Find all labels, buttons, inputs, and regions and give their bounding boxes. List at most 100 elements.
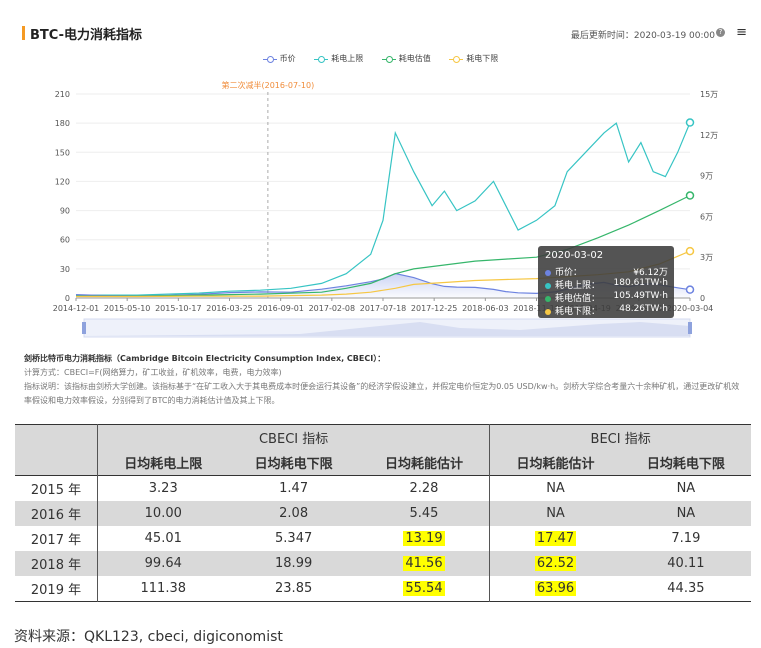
table-cell: 44.35 — [667, 581, 705, 596]
table-row: 2016 年 10.00 2.08 5.45 NA NA — [15, 501, 751, 526]
tooltip-row-price: 币价： ¥6.12万 — [545, 265, 668, 278]
table-header-row: 日均耗电上限 日均耗电下限 日均耗能估计 日均耗能估计 日均耗电下限 — [15, 450, 751, 476]
table-cell-highlighted: 63.96 — [534, 581, 577, 596]
y-left-tick-label: 210 — [55, 90, 70, 99]
table-cell: 99.64 — [144, 556, 182, 571]
menu-icon[interactable]: ≡ — [736, 25, 747, 40]
legend-marker-icon — [314, 55, 329, 63]
dot-icon — [545, 282, 551, 289]
table-row: 2017 年 45.01 5.347 13.19 17.47 7.19 — [15, 526, 751, 551]
table-cell: 18.99 — [275, 556, 313, 571]
series-line — [76, 194, 691, 297]
table-cell: NA — [676, 481, 696, 496]
title-accent — [22, 26, 25, 40]
tooltip-row-upper: 耗电上限： 180.61TW·h — [545, 278, 668, 291]
halving-annotation: 第二次减半(2016-07-10) — [222, 80, 315, 90]
x-tick-label: 2016-09-01 — [257, 304, 304, 313]
legend-marker-icon — [381, 55, 396, 63]
tooltip-date: 2020-03-02 — [545, 250, 604, 261]
table-cell: NA — [676, 506, 696, 521]
y-right-tick-label: 12万 — [700, 131, 718, 140]
data-table: CBECI 指标 BECI 指标 日均耗电上限 日均耗电下限 日均耗能估计 日均… — [15, 424, 751, 602]
row-year: 2019 年 — [15, 576, 98, 602]
group-cbeci: CBECI 指标 — [97, 424, 491, 450]
x-tick-label: 2017-12-25 — [411, 304, 458, 313]
table-cell-highlighted: 41.56 — [403, 556, 445, 571]
table-cell: 2.28 — [358, 475, 491, 501]
x-tick-label: 2015-10-17 — [155, 304, 202, 313]
x-tick-label: 2014-12-01 — [53, 304, 100, 313]
table-cell: 3.23 — [148, 481, 178, 496]
dot-icon — [545, 308, 551, 315]
notes: 剑桥比特币电力消耗指标（Cambridge Bitcoin Electricit… — [24, 352, 744, 408]
y-left-tick-label: 150 — [55, 148, 70, 157]
x-tick-label: 2015-05-10 — [104, 304, 151, 313]
zoom-handle-left[interactable] — [82, 322, 86, 334]
y-right-tick-label: 9万 — [700, 172, 713, 181]
y-left-tick-label: 90 — [60, 207, 70, 216]
x-tick-label: 2017-07-18 — [360, 304, 407, 313]
table-cell: 2.08 — [279, 506, 309, 521]
x-tick-label: 2016-03-25 — [206, 304, 253, 313]
y-right-tick-label: 3万 — [700, 253, 713, 262]
table-row: 2015 年 3.23 1.47 2.28 NA NA — [15, 475, 751, 501]
dot-icon — [545, 269, 551, 276]
row-year: 2017 年 — [15, 526, 98, 551]
y-right-tick-label: 15万 — [700, 90, 718, 99]
table-cell: NA — [546, 506, 565, 521]
legend-marker-icon — [262, 55, 277, 63]
column-header: 日均耗电下限 — [254, 457, 333, 472]
y-right-tick-label: 0 — [700, 294, 705, 303]
row-year: 2018 年 — [15, 551, 98, 576]
y-left-tick-label: 120 — [55, 177, 70, 186]
series-end-point — [685, 285, 695, 294]
y-left-tick-label: 30 — [60, 265, 70, 274]
y-right-tick-label: 6万 — [700, 212, 713, 221]
table-cell-highlighted: 13.19 — [403, 531, 445, 546]
x-tick-label: 2020-03-04 — [667, 304, 714, 313]
x-tick-label: 2018-06-03 — [462, 304, 509, 313]
notes-title: 剑桥比特币电力消耗指标（Cambridge Bitcoin Electricit… — [24, 354, 386, 363]
column-header: 日均耗电下限 — [646, 457, 725, 472]
page-title: BTC-电力消耗指标 — [30, 28, 143, 43]
y-left-tick-label: 60 — [60, 236, 70, 245]
table-cell: 5.347 — [275, 531, 313, 546]
table-cell-highlighted: 55.54 — [403, 581, 445, 596]
y-left-tick-label: 180 — [55, 119, 70, 128]
tooltip-row-lower: 耗电下限： 48.26TW·h — [545, 304, 668, 317]
legend-item-price[interactable]: 币价 — [262, 53, 296, 64]
dot-icon — [545, 295, 551, 302]
column-header: 日均耗能估计 — [516, 457, 595, 472]
zoom-slider-preview — [84, 322, 690, 336]
help-icon[interactable]: ? — [716, 28, 725, 37]
table-cell-highlighted: 62.52 — [534, 556, 577, 571]
table-cell: 10.00 — [144, 506, 182, 521]
row-year: 2015 年 — [15, 475, 98, 501]
source-note: 资料来源：QKL123, cbeci, digiconomist — [14, 629, 283, 645]
price-area — [76, 273, 690, 298]
x-tick-label: 2018-11-10 — [513, 304, 560, 313]
chart-legend: 币价 耗电上限 耗电估值 耗电下限 — [0, 53, 761, 64]
table-group-row: CBECI 指标 BECI 指标 — [15, 424, 751, 476]
legend-item-est[interactable]: 耗电估值 — [381, 53, 431, 64]
table-cell: 45.01 — [144, 531, 182, 546]
table-cell: NA — [546, 481, 565, 496]
notes-desc: 指标说明：该指标由剑桥大学创建。该指标基于“在矿工收入大于其电费成本时便会运行其… — [24, 382, 740, 405]
tooltip-row-est: 耗电估值： 105.49TW·h — [545, 291, 668, 304]
last-updated: 最后更新时间：2020-03-19 00:00 — [570, 31, 715, 41]
x-tick-label: 2017-02-08 — [309, 304, 356, 313]
table-row: 2019 年 111.38 23.85 55.54 63.96 44.35 — [15, 576, 751, 602]
table-cell: 23.85 — [275, 581, 313, 596]
series-end-point — [685, 118, 695, 127]
table-cell: 40.11 — [667, 556, 705, 571]
series-end-point — [685, 191, 695, 200]
zoom-handle-right[interactable] — [688, 322, 692, 334]
table-cell: 1.47 — [279, 481, 309, 496]
legend-item-upper[interactable]: 耗电上限 — [314, 53, 363, 64]
legend-marker-icon — [449, 55, 464, 63]
group-beci: BECI 指标 — [489, 424, 751, 450]
series-end-point — [685, 246, 695, 256]
notes-formula: 计算方式：CBECI=F(网络算力，矿工收益，矿机效率，电费，电力效率) — [24, 368, 282, 377]
table-cell: 7.19 — [671, 531, 701, 546]
legend-item-lower[interactable]: 耗电下限 — [449, 53, 498, 64]
